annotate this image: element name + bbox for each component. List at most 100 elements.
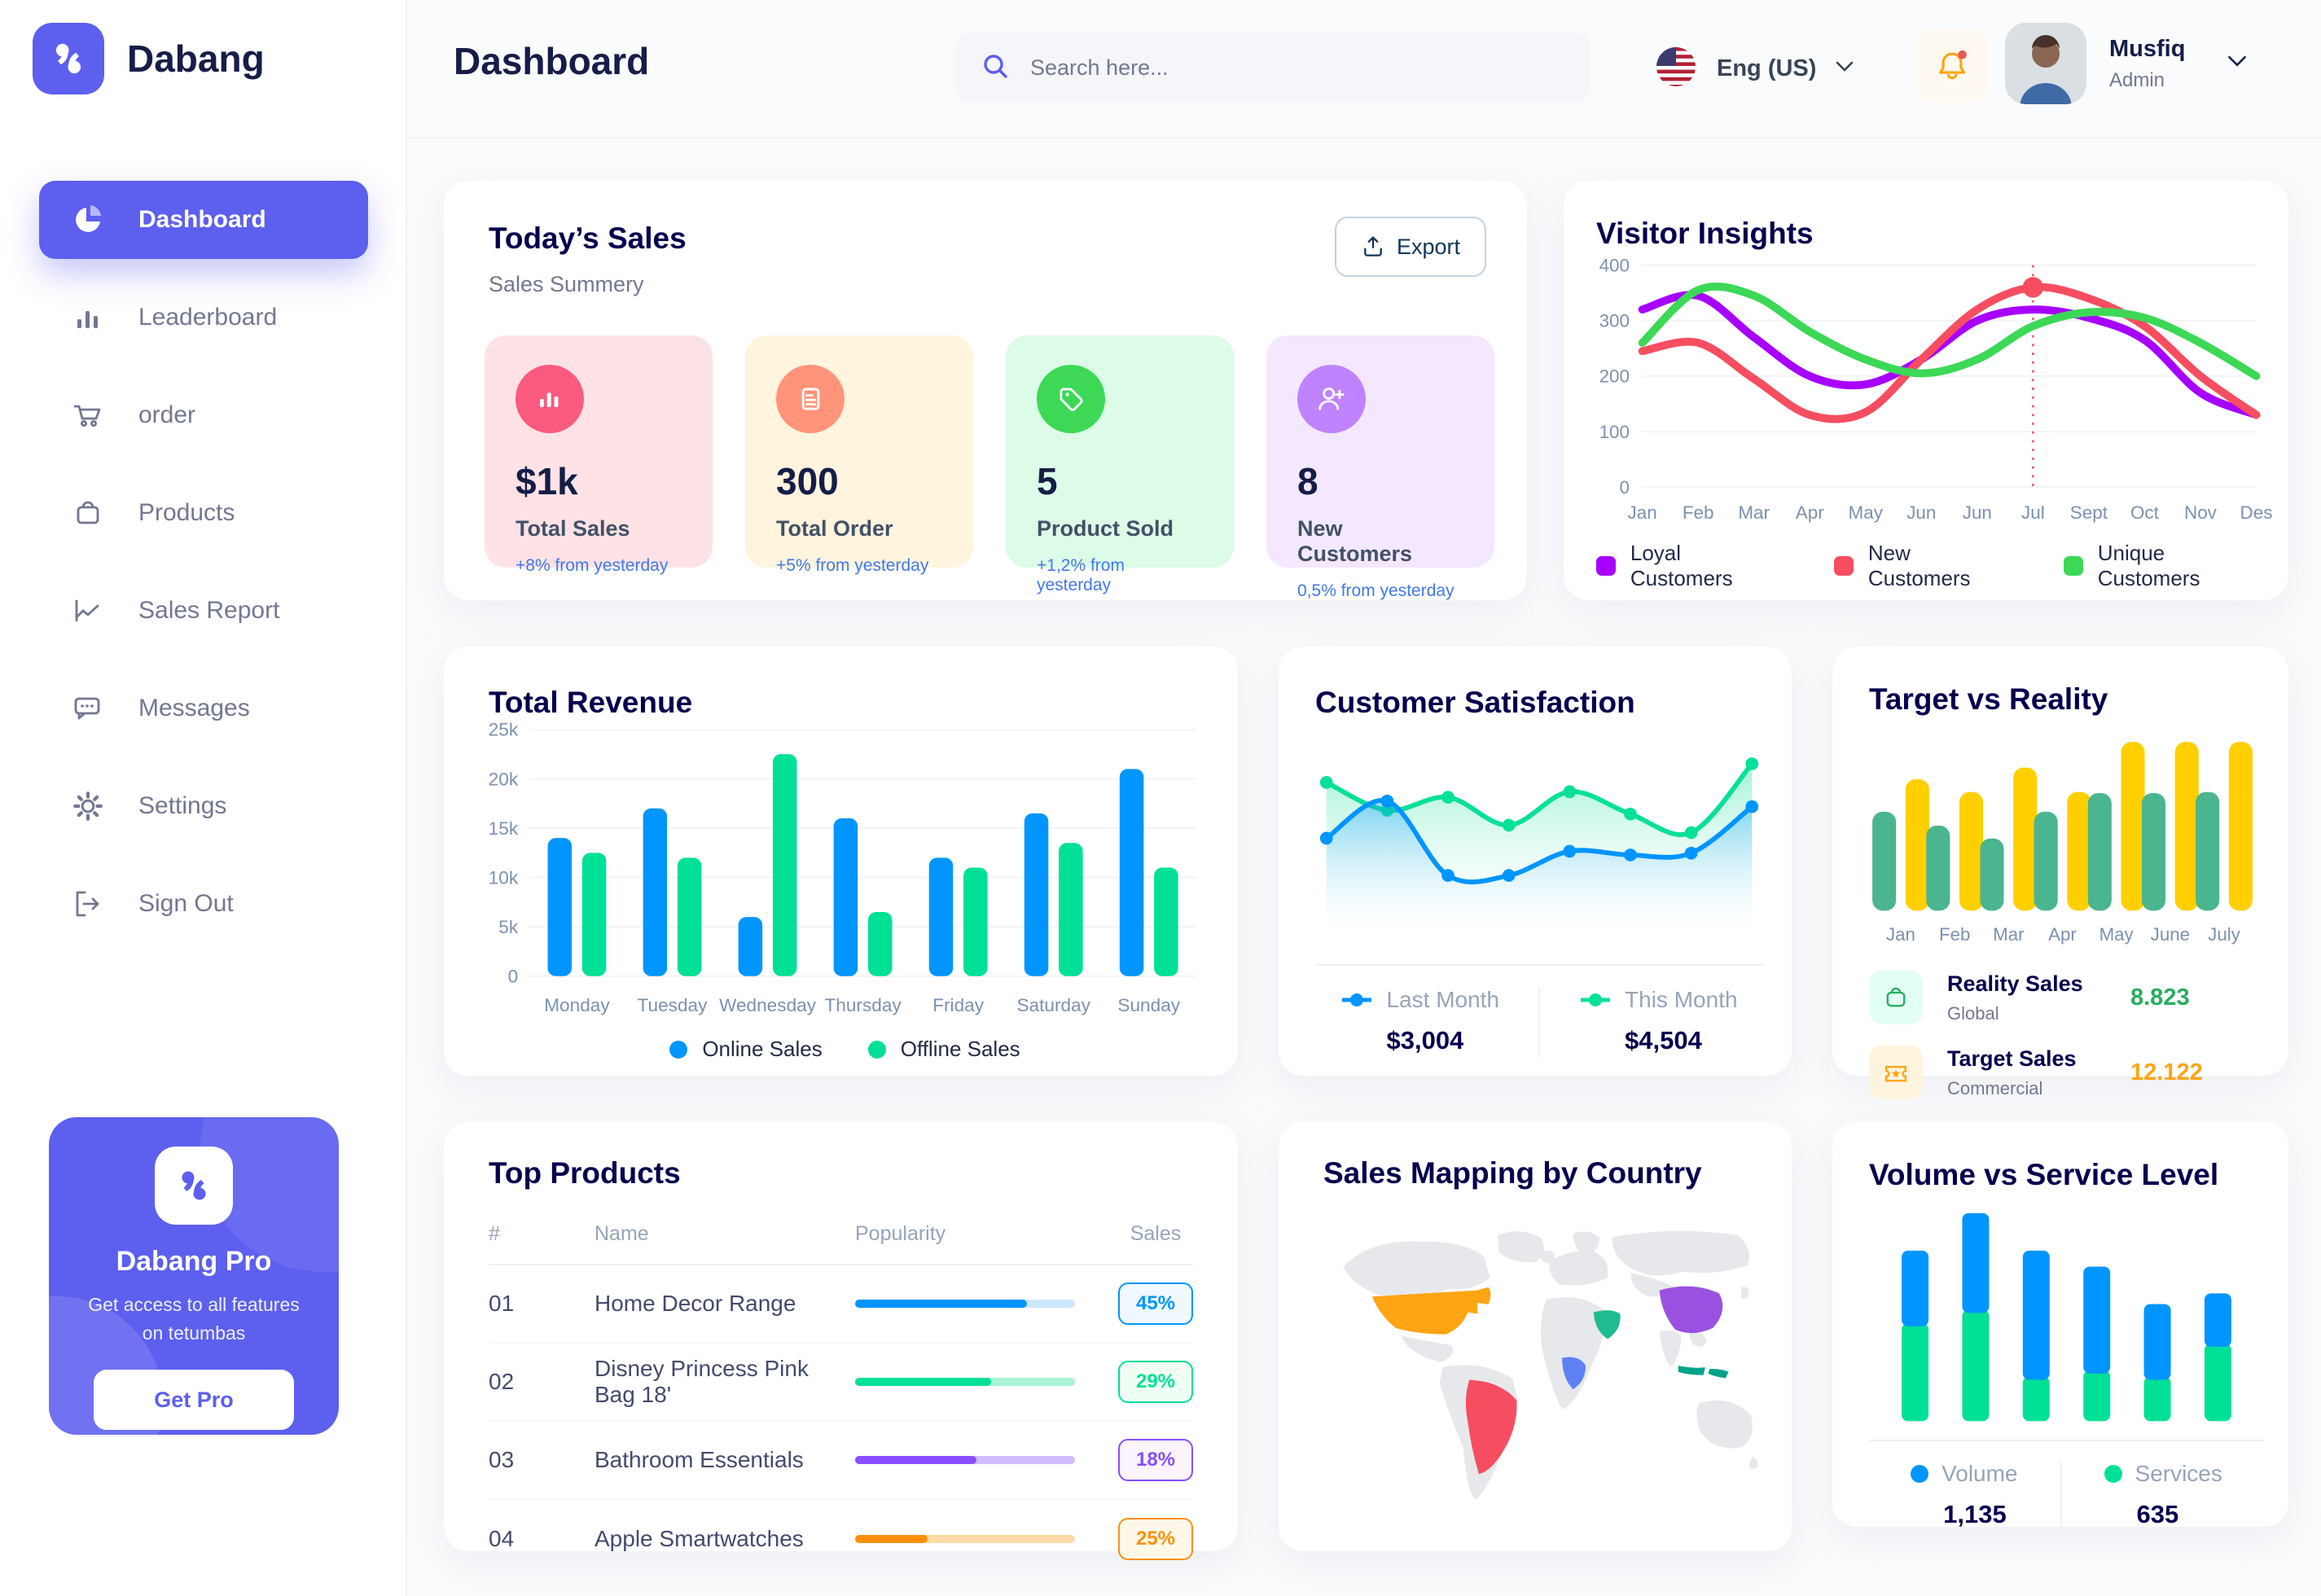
svg-text:Apr: Apr xyxy=(1796,502,1824,523)
brand[interactable]: Dabang xyxy=(33,23,265,94)
bag-icon xyxy=(1869,971,1923,1024)
sidebar-item-sign-out[interactable]: Sign Out xyxy=(39,865,368,943)
table-row: 02 Disney Princess Pink Bag 18' 29% xyxy=(489,1344,1193,1422)
total-revenue-chart: 0 5k 10k 15k 20k 25k Monday Tuesday Wednesday Thu… xyxy=(476,720,1213,1022)
stat-value: 8 xyxy=(1297,460,1318,502)
legend-volume: Volume 1,135 xyxy=(1911,1461,2018,1529)
legend-target-sales: Target Sales Commercial 12.122 xyxy=(1869,1046,2256,1099)
pro-upgrade-card: Dabang Pro Get access to all features on… xyxy=(49,1117,339,1435)
legend-label: Services xyxy=(2135,1461,2222,1486)
svg-text:Nov: Nov xyxy=(2184,502,2218,523)
dabang-logo-icon xyxy=(33,23,104,94)
chevron-down-icon xyxy=(1836,61,1854,77)
pro-card-title: Dabang Pro xyxy=(116,1246,272,1277)
table-row: 04 Apple Smartwatches 25% xyxy=(489,1500,1193,1578)
profile-text: Musfiq Admin xyxy=(2109,36,2185,92)
table-row: 03 Bathroom Essentials 18% xyxy=(489,1422,1193,1500)
divider xyxy=(1538,987,1541,1057)
bar-chart-icon xyxy=(70,300,106,335)
gear-icon xyxy=(70,788,106,824)
svg-text:Jan: Jan xyxy=(1628,502,1657,523)
stat-label: New Customers xyxy=(1297,516,1413,566)
svg-text:May: May xyxy=(2099,924,2135,945)
stat-delta: 0,5% from yesterday xyxy=(1297,581,1454,600)
pie-chart-icon xyxy=(70,202,106,238)
legend-label: Reality Sales xyxy=(1947,971,2083,996)
stat-label: Total Sales xyxy=(516,516,630,541)
sales-mapping-title: Sales Mapping by Country xyxy=(1323,1156,1702,1190)
stat-delta: +5% from yesterday xyxy=(776,556,929,575)
sidebar-item-order[interactable]: order xyxy=(39,376,368,454)
total-revenue-title: Total Revenue xyxy=(489,686,693,719)
legend-swatch xyxy=(867,1040,886,1059)
sidebar-item-sales-report[interactable]: Sales Report xyxy=(39,572,368,650)
legend-swatch xyxy=(669,1040,688,1059)
search-icon xyxy=(980,50,1011,86)
top-products-title: Top Products xyxy=(489,1156,681,1190)
table-row: 01 Home Decor Range 45% xyxy=(489,1265,1193,1344)
target-vs-reality-legend: Reality Sales Global 8.823 Target Sales … xyxy=(1869,971,2256,1099)
search-input[interactable] xyxy=(1030,55,1566,81)
svg-text:Sunday: Sunday xyxy=(1117,995,1180,1015)
language-label: Eng (US) xyxy=(1717,55,1817,81)
sidebar-item-products[interactable]: Products xyxy=(39,474,368,552)
profile-menu[interactable]: Musfiq Admin xyxy=(2005,23,2247,104)
tag-icon xyxy=(1037,365,1105,433)
sidebar-item-settings[interactable]: Settings xyxy=(39,767,368,845)
svg-text:300: 300 xyxy=(1599,311,1630,331)
sidebar-item-leaderboard[interactable]: Leaderboard xyxy=(39,278,368,357)
volume-vs-service-chart xyxy=(1869,1192,2264,1433)
sidebar-item-label: Leaderboard xyxy=(138,304,278,331)
export-button[interactable]: Export xyxy=(1334,217,1486,277)
get-pro-button[interactable]: Get Pro xyxy=(94,1370,294,1430)
legend-value: $4,504 xyxy=(1625,1026,1702,1054)
stat-product-sold: 5 Product Sold +1,2% from yesterday xyxy=(1006,335,1234,594)
country-united-states xyxy=(1371,1287,1491,1335)
divider xyxy=(2060,1461,2062,1531)
legend-label: Last Month xyxy=(1386,987,1500,1012)
line-chart-icon xyxy=(70,593,106,629)
svg-text:10k: 10k xyxy=(489,867,519,888)
svg-text:Tuesday: Tuesday xyxy=(638,995,709,1015)
legend-swatch xyxy=(2104,1465,2122,1483)
sidebar-item-dashboard[interactable]: Dashboard xyxy=(39,181,368,259)
sales-mapping-card: Sales Mapping by Country xyxy=(1279,1122,1792,1551)
popularity-bar xyxy=(855,1456,1075,1464)
legend-label: Volume xyxy=(1941,1461,2018,1486)
visitor-insights-card: Visitor Insights 0 100 200 300 400 Jan Feb Mar A… xyxy=(1564,181,2288,600)
language-selector[interactable]: Eng (US) xyxy=(1655,34,1854,103)
bag-icon xyxy=(70,495,106,531)
legend-label: Unique Customers xyxy=(2097,541,2200,590)
sidebar-item-label: Messages xyxy=(138,695,250,721)
stat-value: $1k xyxy=(516,460,578,502)
table-header: # Name Popularity Sales xyxy=(489,1204,1193,1265)
legend-swatch xyxy=(1833,556,1854,576)
sidebar: Dabang Dashboard xyxy=(0,0,407,1596)
legend-label: Target Sales xyxy=(1947,1046,2077,1071)
legend-value: 635 xyxy=(2136,1500,2179,1528)
svg-text:Des: Des xyxy=(2240,502,2272,523)
legend-swatch xyxy=(1911,1465,1929,1483)
export-icon xyxy=(1364,236,1382,256)
legend-swatch xyxy=(2063,556,2083,576)
legend-label: This Month xyxy=(1625,987,1738,1012)
svg-text:Saturday: Saturday xyxy=(1016,995,1090,1015)
svg-text:Feb: Feb xyxy=(1683,502,1714,523)
user-name: Musfiq xyxy=(2109,35,2186,62)
legend-this-month: This Month $4,504 xyxy=(1579,987,1738,1055)
legend-reality-sales: Reality Sales Global 8.823 xyxy=(1869,971,2256,1024)
sidebar-nav: Dashboard Leaderboard xyxy=(0,181,407,962)
chat-icon xyxy=(70,691,106,726)
svg-text:Mar: Mar xyxy=(1738,502,1770,523)
svg-text:Wednesday: Wednesday xyxy=(719,995,817,1015)
stat-value: 300 xyxy=(776,460,839,502)
total-revenue-legend: Online Sales Offline Sales xyxy=(476,1037,1213,1062)
column-name: Name xyxy=(595,1221,649,1245)
search-bar[interactable] xyxy=(955,33,1590,103)
customer-satisfaction-legend: Last Month $3,004 This Month $4,504 xyxy=(1315,987,1763,1057)
sidebar-item-messages[interactable]: Messages xyxy=(39,669,368,748)
notifications-button[interactable] xyxy=(1915,29,1989,103)
ticket-icon xyxy=(1869,1046,1923,1099)
avatar xyxy=(2005,23,2086,104)
